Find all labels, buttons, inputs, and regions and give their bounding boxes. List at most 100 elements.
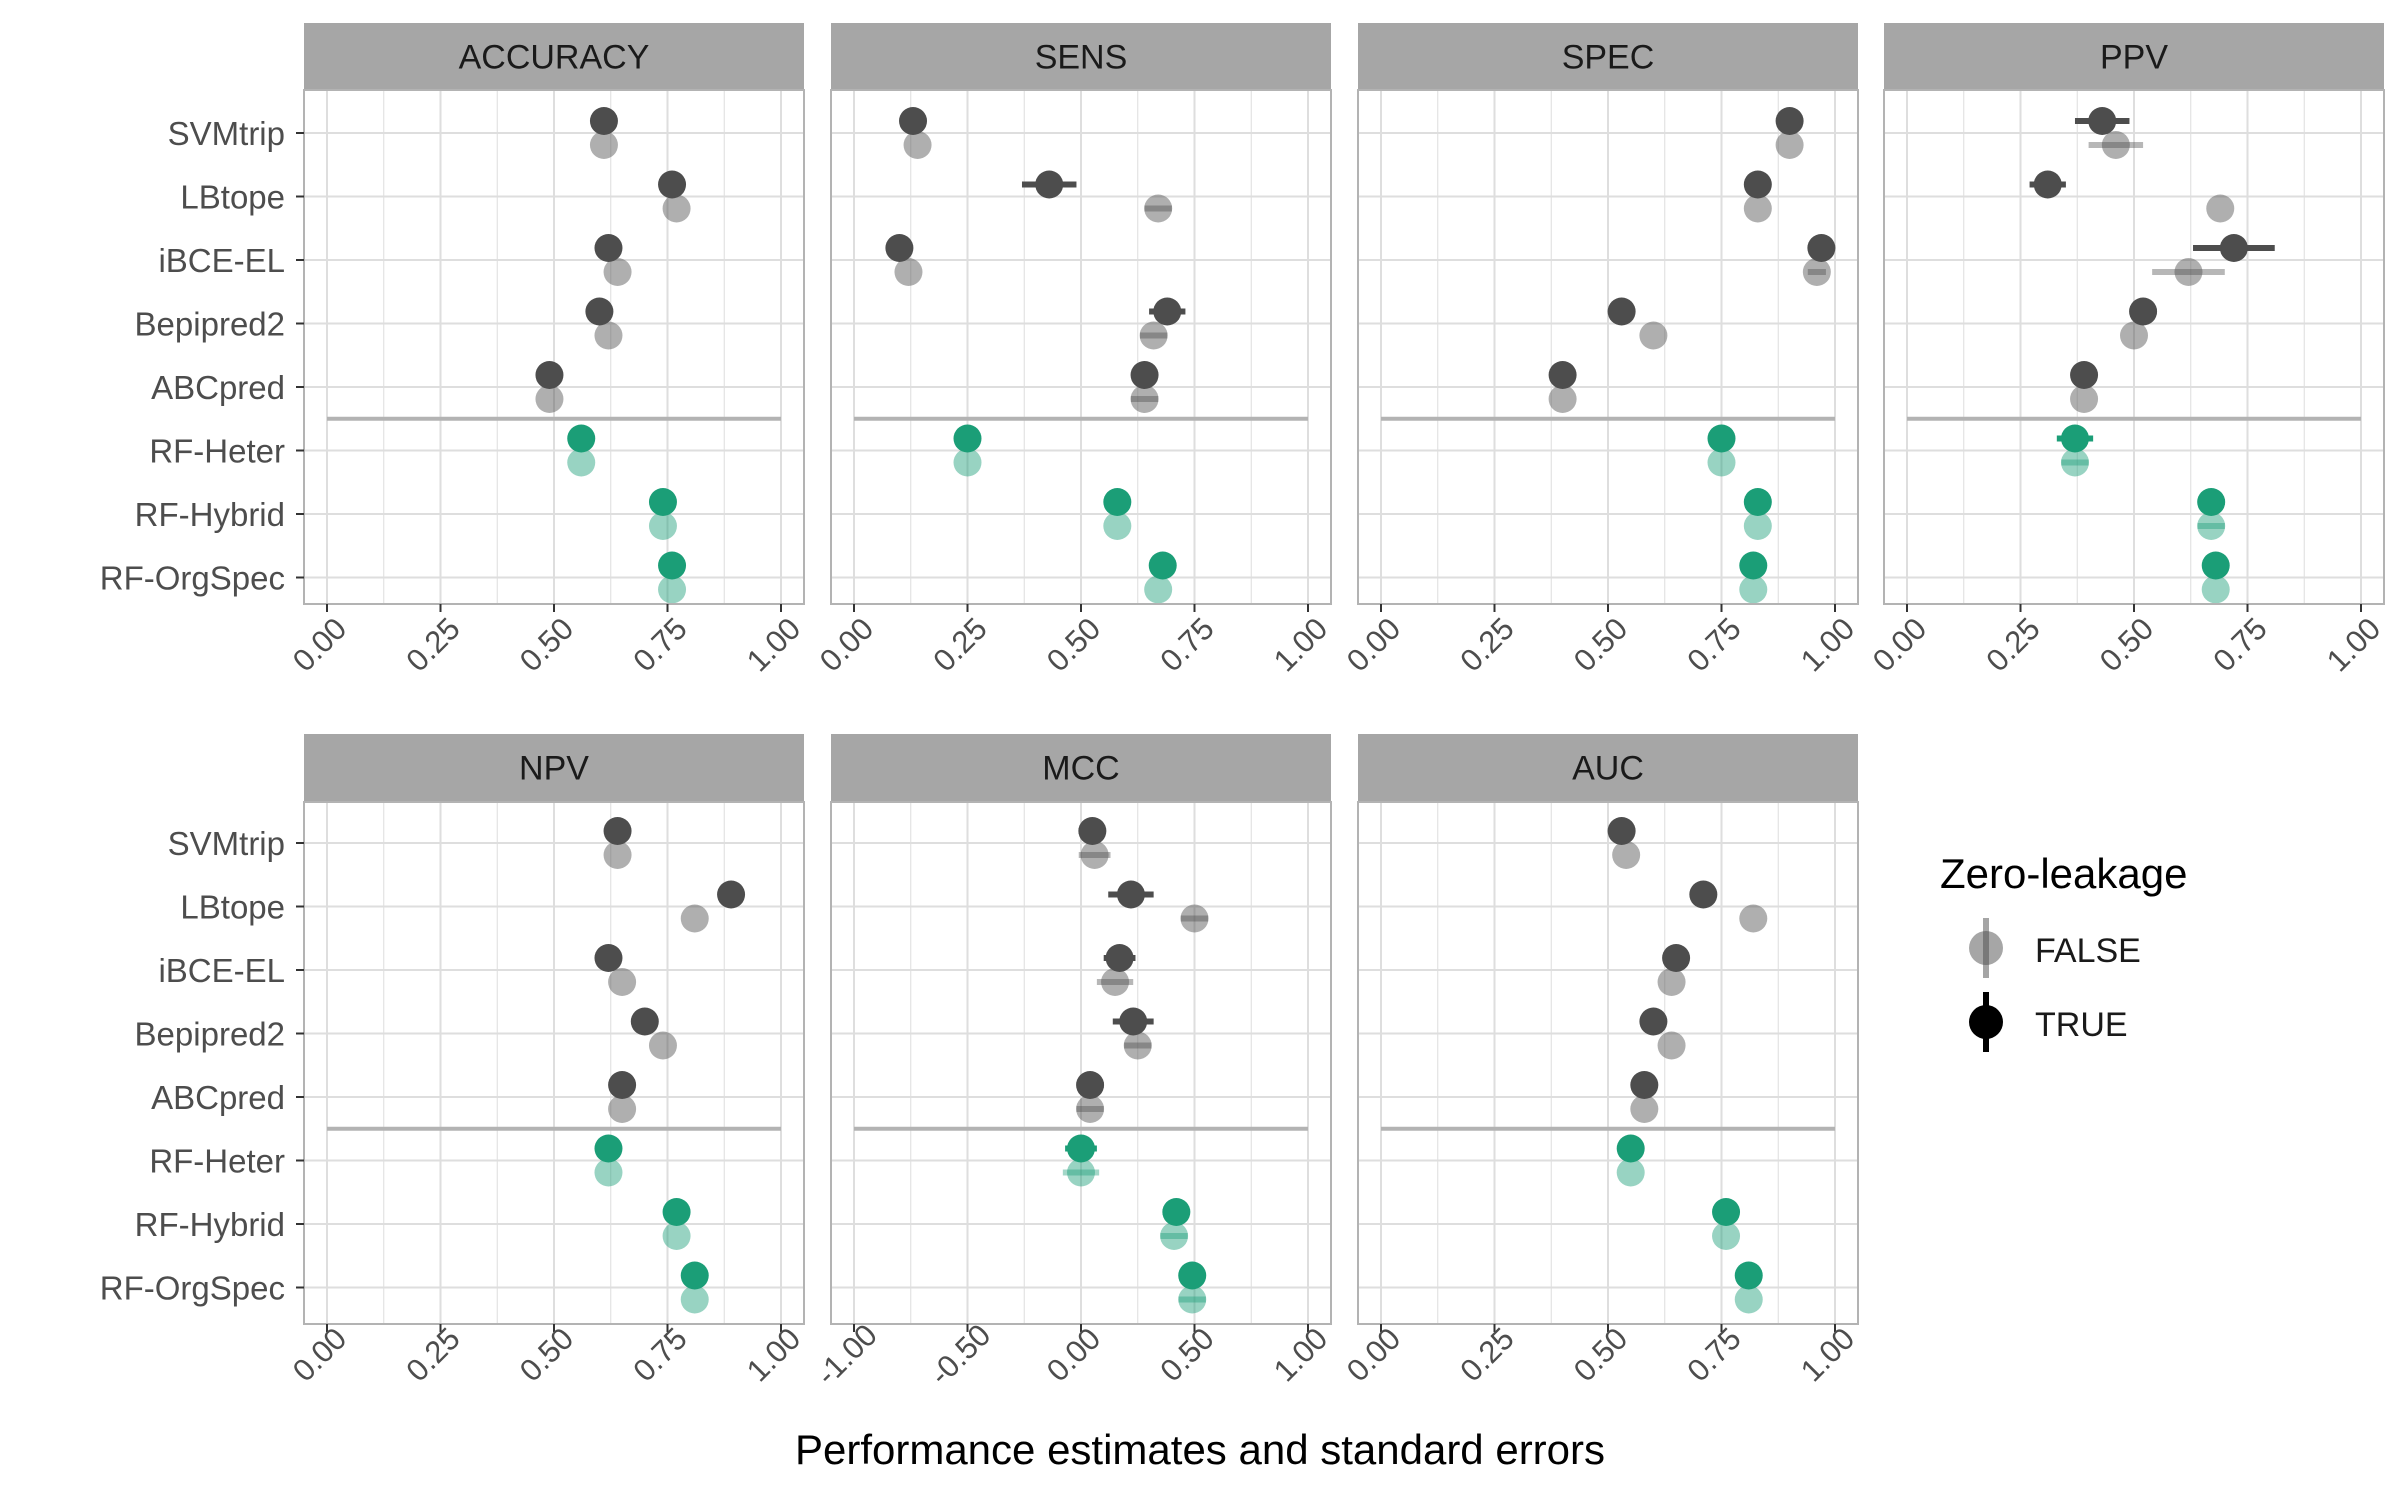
point-true-abcpred xyxy=(535,361,564,389)
point-false-rf-hybrid xyxy=(1743,512,1772,540)
point-false-lbtope xyxy=(662,194,691,223)
y-tick-label: ABCpred xyxy=(151,369,285,406)
point-true-rf-orgspec xyxy=(680,1261,709,1290)
x-tick-label: 0.00 xyxy=(813,611,880,678)
x-tick-label: 1.00 xyxy=(1794,1321,1861,1388)
point-false-lbtope xyxy=(1743,194,1772,223)
x-tick-label: 0.50 xyxy=(2093,611,2160,678)
point-false-rf-heter xyxy=(1616,1158,1645,1187)
x-tick-label: 0.00 xyxy=(1340,611,1407,678)
point-false-ibce-el xyxy=(1657,968,1686,996)
y-tick-label: RF-OrgSpec xyxy=(100,1270,285,1307)
point-false-rf-orgspec xyxy=(1734,1285,1763,1314)
point-true-rf-orgspec xyxy=(658,551,687,580)
point-true-bepipred2 xyxy=(630,1007,659,1036)
point-true-bepipred2 xyxy=(1607,297,1636,326)
point-false-lbtope xyxy=(1144,194,1173,223)
point-true-abcpred xyxy=(1076,1071,1105,1099)
point-true-ibce-el xyxy=(594,234,623,262)
point-false-rf-orgspec xyxy=(680,1285,709,1314)
point-true-rf-hybrid xyxy=(662,1198,691,1226)
x-tick-label: 0.75 xyxy=(1680,611,1747,678)
x-tick-label: 0.00 xyxy=(1040,1321,1107,1388)
facet-strip-spec xyxy=(1358,23,1858,90)
x-tick-label: 1.00 xyxy=(740,1321,807,1388)
point-false-svmtrip xyxy=(1612,841,1641,869)
y-tick-label: LBtope xyxy=(180,179,285,216)
point-false-abcpred xyxy=(608,1095,637,1123)
facet-strip-auc xyxy=(1358,734,1858,801)
facet-label-spec: SPEC xyxy=(1562,39,1655,77)
point-false-abcpred xyxy=(2070,385,2099,413)
point-false-svmtrip xyxy=(1775,131,1804,159)
point-false-svmtrip xyxy=(2101,131,2130,159)
x-tick-label: 1.00 xyxy=(1794,611,1861,678)
point-true-ibce-el xyxy=(885,234,914,262)
point-true-lbtope xyxy=(1743,170,1772,199)
y-tick-label: RF-Hybrid xyxy=(135,1206,285,1243)
point-false-svmtrip xyxy=(589,131,618,159)
point-false-rf-hybrid xyxy=(1103,512,1132,540)
point-false-rf-hybrid xyxy=(662,1222,691,1250)
x-tick-label: -1.00 xyxy=(809,1317,884,1392)
point-true-rf-orgspec xyxy=(1739,551,1768,580)
point-true-abcpred xyxy=(1548,361,1577,389)
point-true-rf-orgspec xyxy=(2201,551,2230,580)
point-false-lbtope xyxy=(1739,904,1768,933)
point-true-rf-hybrid xyxy=(1162,1198,1191,1226)
legend-label-true: TRUE xyxy=(2035,1006,2128,1044)
y-tick-label: RF-Heter xyxy=(149,433,285,470)
x-tick-label: 0.50 xyxy=(1567,1321,1634,1388)
y-tick-label: RF-Heter xyxy=(149,1143,285,1180)
x-tick-label: 0.25 xyxy=(926,611,993,678)
legend-key-false xyxy=(1950,912,2022,984)
point-true-svmtrip xyxy=(2088,107,2117,135)
point-false-bepipred2 xyxy=(2120,321,2148,350)
point-true-svmtrip xyxy=(1607,817,1636,845)
point-true-rf-heter xyxy=(1067,1134,1095,1163)
x-tick-label: 0.25 xyxy=(399,1321,466,1388)
point-true-lbtope xyxy=(658,170,687,199)
legend-key-true xyxy=(1950,986,2022,1058)
point-true-svmtrip xyxy=(603,817,632,845)
point-true-svmtrip xyxy=(589,107,618,135)
point-true-bepipred2 xyxy=(2129,297,2158,326)
x-tick-label: -0.50 xyxy=(923,1317,998,1392)
point-true-ibce-el xyxy=(2219,234,2248,262)
point-false-ibce-el xyxy=(608,968,637,996)
point-true-bepipred2 xyxy=(1639,1007,1668,1036)
x-tick-label: 0.50 xyxy=(1153,1321,1220,1388)
point-true-rf-heter xyxy=(1707,424,1736,453)
point-false-bepipred2 xyxy=(1123,1031,1152,1060)
point-false-svmtrip xyxy=(1080,841,1109,869)
point-false-abcpred xyxy=(1130,385,1159,413)
point-true-rf-hybrid xyxy=(1103,488,1132,516)
point-false-rf-heter xyxy=(567,448,596,477)
y-tick-label: ABCpred xyxy=(151,1079,285,1116)
point-false-rf-orgspec xyxy=(2201,575,2230,604)
point-false-ibce-el xyxy=(894,258,923,286)
point-false-rf-heter xyxy=(2060,448,2089,477)
point-false-ibce-el xyxy=(1802,258,1831,286)
legend-label-false: FALSE xyxy=(2035,932,2141,970)
point-false-bepipred2 xyxy=(1139,321,1168,350)
facet-label-sens: SENS xyxy=(1035,39,1128,77)
y-tick-label: LBtope xyxy=(180,889,285,926)
point-true-ibce-el xyxy=(594,944,623,972)
point-false-abcpred xyxy=(1548,385,1577,413)
x-tick-label: 0.75 xyxy=(626,1321,693,1388)
point-true-rf-heter xyxy=(2060,424,2089,453)
x-tick-label: 1.00 xyxy=(740,611,807,678)
point-false-abcpred xyxy=(535,385,564,413)
point-true-ibce-el xyxy=(1807,234,1836,262)
point-true-ibce-el xyxy=(1105,944,1134,972)
point-false-svmtrip xyxy=(603,841,632,869)
x-tick-label: 0.75 xyxy=(2206,611,2273,678)
point-true-rf-orgspec xyxy=(1178,1261,1207,1290)
x-tick-label: 0.75 xyxy=(1680,1321,1747,1388)
facet-label-mcc: MCC xyxy=(1042,750,1119,788)
point-true-bepipred2 xyxy=(1153,297,1182,326)
point-false-abcpred xyxy=(1630,1095,1659,1123)
x-tick-label: 0.25 xyxy=(399,611,466,678)
point-false-ibce-el xyxy=(603,258,632,286)
